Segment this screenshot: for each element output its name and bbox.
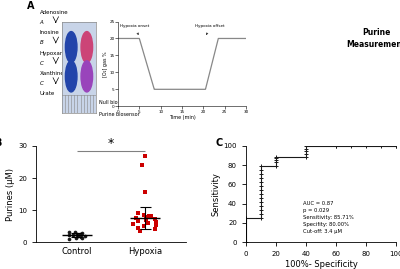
Point [152,227,158,231]
Point [139,163,145,167]
Text: A: A [27,1,34,11]
Point [66,233,72,237]
Point [66,237,72,241]
X-axis label: 100%- Specificity: 100%- Specificity [284,260,358,269]
Point [141,153,148,158]
Text: *: * [108,137,114,150]
Point [70,233,76,237]
Text: C: C [216,138,223,148]
Point [73,235,79,240]
Point [74,233,81,238]
Circle shape [66,61,77,92]
X-axis label: Time (min): Time (min) [169,115,195,120]
Point [82,234,88,239]
Point [77,232,83,236]
Point [79,236,85,240]
Point [142,190,148,194]
Text: Adenosine: Adenosine [40,10,68,15]
Point [148,214,154,219]
Point [133,216,139,220]
Point [137,229,143,233]
Point [130,222,137,226]
Text: Hypoxanthine: Hypoxanthine [40,51,78,56]
Circle shape [81,61,92,92]
Text: C: C [40,61,44,66]
Text: Hypoxia offset: Hypoxia offset [195,24,224,35]
Y-axis label: Purines (μM): Purines (μM) [6,168,15,221]
Point [74,232,80,236]
Point [143,218,150,222]
Text: A: A [40,20,43,25]
Point [141,224,147,228]
Text: Null biosensor: Null biosensor [99,100,134,105]
Point [141,213,148,217]
Point [135,219,142,224]
Point [146,214,152,218]
Text: Hypoxia onset: Hypoxia onset [120,24,150,35]
Text: B: B [40,40,43,45]
Circle shape [66,31,77,63]
Point [153,220,159,224]
Point [79,231,86,235]
Circle shape [81,31,92,63]
Point [135,211,141,215]
Point [144,221,151,225]
Text: Urate: Urate [40,91,55,96]
Point [78,235,84,239]
Point [72,230,78,235]
Text: AUC = 0.87
p = 0.029
Sensitivity: 85.71%
Specifity: 80.00%
Cut-off: 3.4 μM: AUC = 0.87 p = 0.029 Sensitivity: 85.71%… [303,201,354,234]
Text: Inosine: Inosine [40,30,59,35]
Point [74,233,80,238]
Point [152,217,158,221]
Text: Xanthine: Xanthine [40,71,64,76]
Point [66,230,72,234]
Text: C: C [40,81,44,86]
Text: Purine
Measurement: Purine Measurement [346,28,400,49]
Point [152,223,159,228]
Y-axis label: [O₂] gas %: [O₂] gas % [103,51,108,77]
Text: B: B [0,138,1,148]
Y-axis label: Sensitivity: Sensitivity [212,172,221,216]
Point [142,215,149,219]
Point [135,225,141,230]
Text: Purine biosensor: Purine biosensor [99,112,140,117]
